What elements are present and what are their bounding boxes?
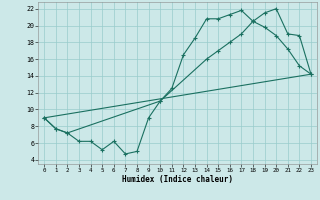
- X-axis label: Humidex (Indice chaleur): Humidex (Indice chaleur): [122, 175, 233, 184]
